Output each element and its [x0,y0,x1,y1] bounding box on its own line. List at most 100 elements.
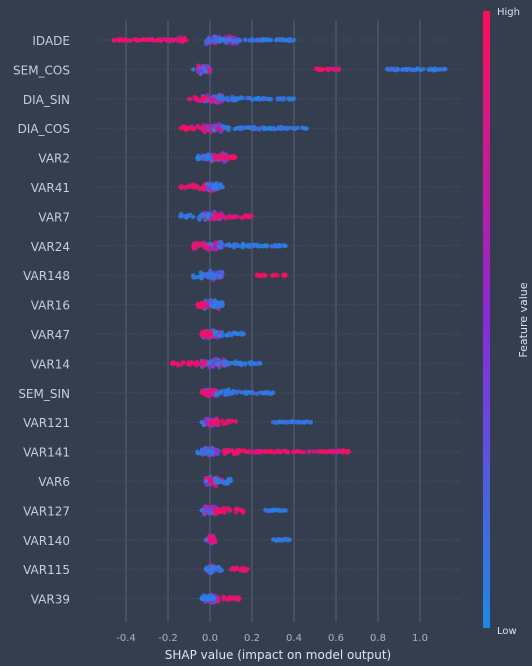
feature-label-dia-cos: DIA_COS [18,122,70,136]
shap-point [219,270,225,275]
shap-point [308,419,313,425]
shap-point [315,449,320,454]
feature-row-var6 [203,474,234,489]
shap-point [253,450,258,456]
shap-point [241,331,246,336]
shap-point [220,333,225,338]
shap-point [262,96,267,102]
shap-point [217,93,222,98]
shap-point [213,392,219,397]
shap-point [235,451,240,456]
shap-point [231,389,236,394]
shap-point [178,214,183,219]
shap-point [209,510,214,516]
shap-point [150,36,155,42]
colorbar-axis-label: Feature value [517,282,530,357]
shap-point [415,66,420,72]
shap-point [263,449,268,455]
shap-point [206,35,212,41]
shap-point [207,365,212,370]
shap-point [232,242,237,247]
feature-row-var14 [170,356,263,370]
shap-point [314,66,320,72]
shap-point [197,217,202,222]
shap-point [277,37,282,43]
shap-point [279,537,284,543]
x-tick-label: 1.0 [412,633,428,644]
shap-point [249,214,255,219]
shap-point [191,67,196,72]
shap-point [259,273,264,279]
shap-point [222,388,227,393]
shap-point [191,243,196,248]
shap-point [334,66,339,72]
shap-point [295,420,300,425]
feature-row-var47 [199,328,246,341]
shap-point [170,361,175,366]
shap-point [212,303,217,309]
shap-point [238,95,244,100]
shap-point [385,67,391,72]
feature-row-var141 [195,445,351,458]
shap-point [191,273,196,278]
shap-point [219,418,225,423]
feature-row-var121 [199,416,313,428]
feature-label-var121: VAR121 [23,416,70,430]
shap-point [216,126,222,131]
shap-point [242,361,247,366]
shap-point [209,98,214,104]
shap-point [194,184,199,189]
shap-point [207,273,212,279]
shap-point [203,69,208,74]
x-tick-label: 0.0 [202,633,218,644]
feature-row-var24 [191,239,288,252]
shap-point [249,449,254,454]
shap-point [178,38,183,44]
shap-point [203,567,208,572]
shap-point [194,96,199,102]
shap-point [186,96,192,102]
shap-point [184,213,189,219]
shap-point [154,38,159,43]
shap-point [223,38,228,43]
shap-point [225,155,230,160]
shap-point [128,38,133,43]
feature-label-var6: VAR6 [38,475,70,489]
feature-label-var16: VAR16 [31,299,70,313]
shap-point [340,449,345,454]
shap-point [202,451,208,456]
shap-point [243,213,248,218]
feature-row-var39 [199,592,242,605]
shap-point [199,508,204,513]
shap-point [211,567,216,572]
shap-point [212,512,218,517]
shap-point [146,36,152,42]
shap-point [271,125,276,131]
feature-label-var7: VAR7 [38,210,70,224]
shap-point [220,302,225,307]
shap-point [214,447,219,453]
shap-point [217,245,223,250]
shap-point [291,37,297,43]
feature-row-var140 [203,533,292,546]
shap-point [245,567,250,572]
shap-point [201,96,206,101]
shap-point [247,360,252,365]
shap-point [228,478,234,483]
feature-label-var115: VAR115 [23,563,70,577]
feature-label-var2: VAR2 [38,152,70,166]
shap-point [256,95,261,101]
shap-point [211,596,216,602]
shap-point [227,389,232,395]
shap-point [214,329,219,335]
shap-point [229,596,234,601]
feature-row-dia-cos [178,122,309,135]
shap-point [220,155,226,160]
shap-point [242,37,247,42]
shap-point [199,214,204,219]
shap-point [238,360,243,365]
shap-point [229,155,235,161]
shap-point [196,362,201,367]
shap-point [276,448,282,453]
shap-point [265,37,271,42]
